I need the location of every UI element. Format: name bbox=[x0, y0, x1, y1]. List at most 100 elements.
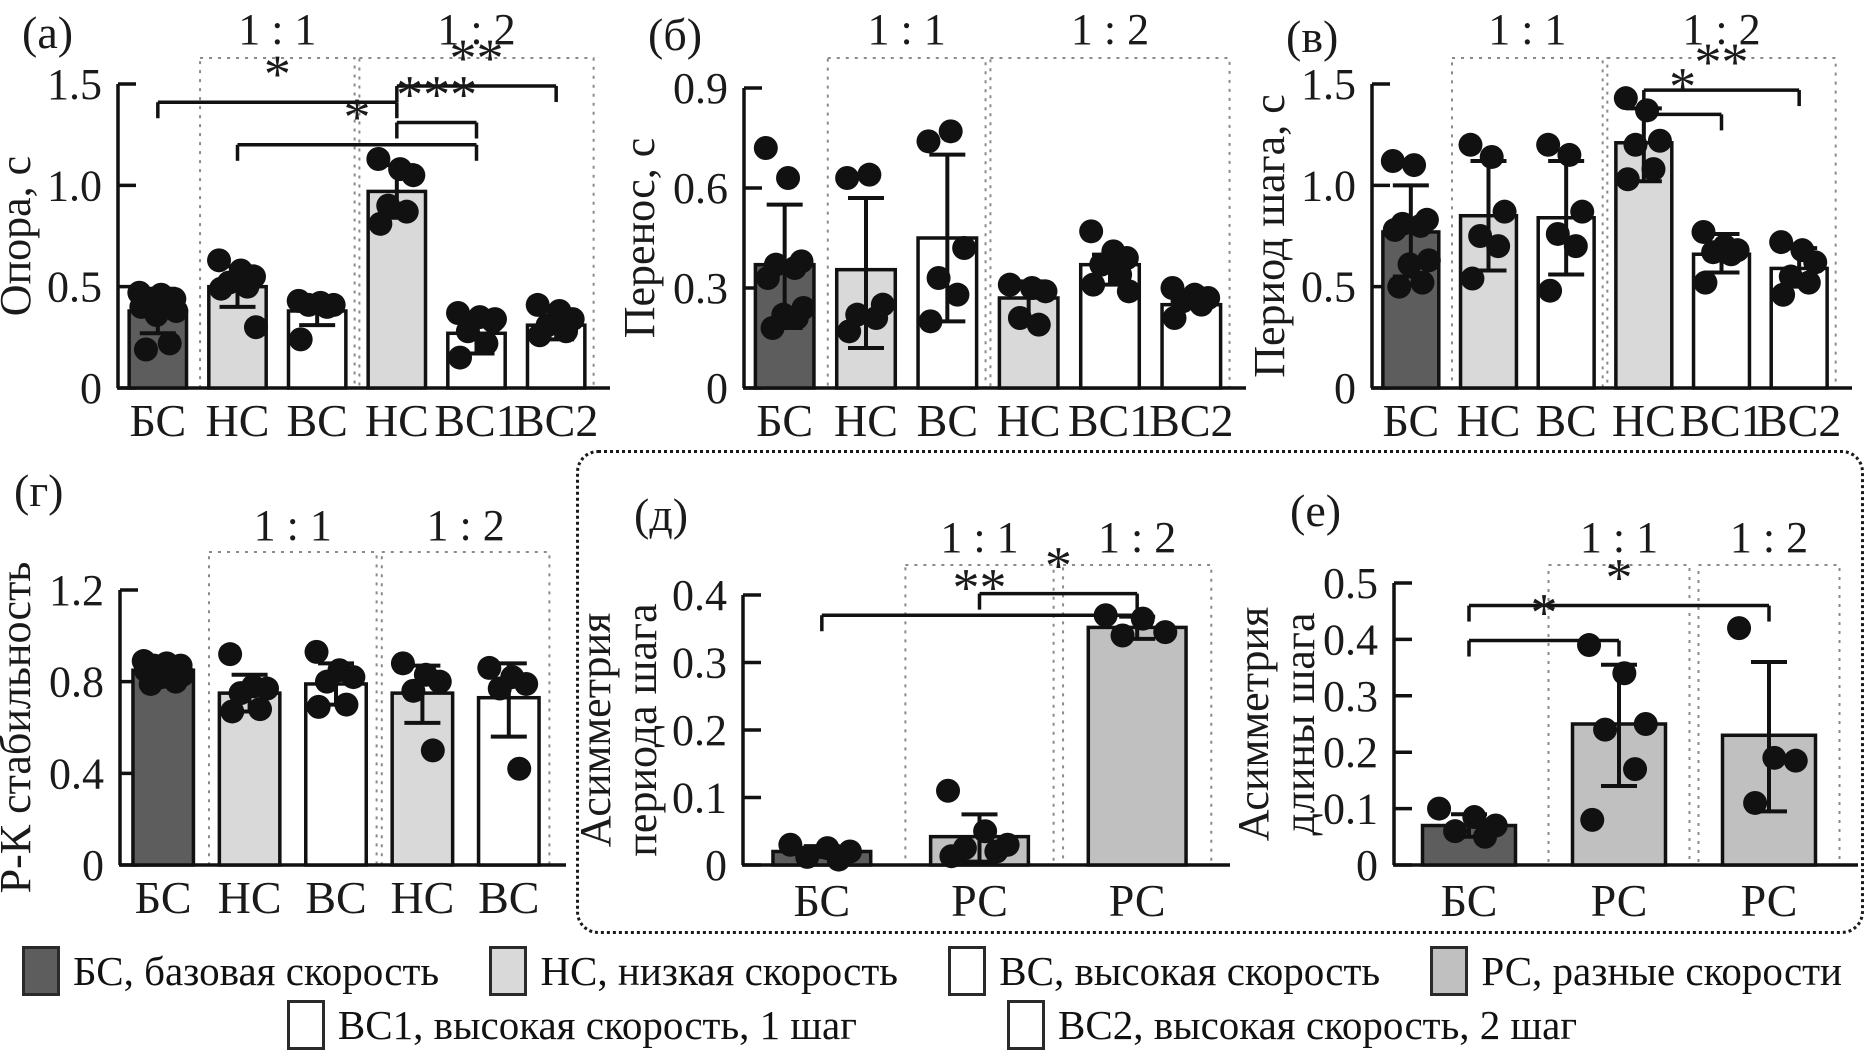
data-point bbox=[776, 166, 801, 190]
panel-e-chart: 1 : 1 1 : 2 0 0.1 0.2 0.3 0.4 0.5 БС РС РС * * Асимме… bbox=[1229, 513, 1858, 926]
legend: БС, базовая скорость НС, низкая скорость В… bbox=[0, 946, 1864, 1050]
panel-d-group-label-1: 1 : 2 bbox=[1098, 513, 1176, 562]
data-point bbox=[368, 211, 393, 236]
data-point bbox=[207, 248, 232, 273]
data-point bbox=[314, 669, 339, 694]
panel-v-xlabel-1: НС bbox=[1457, 395, 1521, 446]
panel-v-group-label-0: 1 : 1 bbox=[1488, 5, 1566, 54]
panel-e-group-box-1 bbox=[1697, 564, 1841, 866]
panel-g-ylabel-line-0: Р-К стабильность bbox=[0, 562, 40, 894]
data-point bbox=[1580, 807, 1605, 832]
panel-d-ylabel-line-1: периода шага bbox=[617, 603, 666, 856]
data-point bbox=[1089, 252, 1114, 277]
panel-g-xlabel-2: ВС bbox=[305, 872, 366, 923]
data-point bbox=[926, 266, 951, 290]
data-point bbox=[163, 669, 188, 694]
legend-label-rs: РС, разные скорости bbox=[1481, 948, 1842, 994]
data-point bbox=[474, 331, 499, 356]
panel-a-sig-label-2: *** bbox=[396, 65, 477, 125]
data-point bbox=[1387, 274, 1412, 299]
data-point bbox=[1577, 633, 1602, 658]
panel-a-group-box-1 bbox=[358, 57, 595, 389]
y-tick-label: 1.5 bbox=[1301, 60, 1356, 109]
panel-v-ylabel-line-0: Период шага, с bbox=[1245, 94, 1294, 378]
data-point bbox=[795, 844, 820, 869]
data-point bbox=[1130, 606, 1155, 631]
y-tick-label: 0 bbox=[1334, 364, 1356, 413]
data-point bbox=[1007, 306, 1032, 330]
data-point bbox=[164, 298, 189, 323]
y-tick-label: 0.3 bbox=[672, 639, 727, 688]
panel-e-letter: (е) bbox=[1290, 485, 1342, 536]
panel-a-xlabel-4: ВС1 bbox=[434, 395, 518, 446]
data-point bbox=[514, 671, 539, 696]
data-point bbox=[1110, 623, 1135, 648]
data-point bbox=[243, 315, 268, 340]
data-point bbox=[1033, 279, 1058, 304]
data-point bbox=[1408, 213, 1433, 238]
panel-v-xlabel-0: БС bbox=[1382, 395, 1439, 446]
panel-a-sig-label-0: * bbox=[264, 44, 291, 104]
y-tick-label: 0.6 bbox=[673, 164, 728, 213]
data-point bbox=[1479, 144, 1504, 169]
y-tick-label: 0.2 bbox=[1323, 728, 1378, 777]
panel-e-xlabel-2: РС bbox=[1741, 875, 1798, 926]
data-point bbox=[527, 323, 552, 348]
data-point bbox=[1641, 157, 1666, 182]
data-point bbox=[1796, 270, 1821, 295]
legend-item-vs: ВС, высокая скорость bbox=[948, 946, 1380, 996]
legend-label-vs1: ВС1, высокая скорость, 1 шаг bbox=[337, 1002, 857, 1048]
data-point bbox=[554, 319, 579, 344]
panel-b-xlabel-1: НС bbox=[834, 395, 898, 446]
data-point bbox=[1613, 86, 1638, 111]
data-point bbox=[1116, 279, 1141, 304]
data-point bbox=[304, 639, 329, 664]
data-point bbox=[341, 665, 366, 690]
panel-b-xlabel-2: ВС bbox=[917, 395, 978, 446]
panel-v-xlabel-5: ВС2 bbox=[1757, 395, 1841, 446]
data-point bbox=[228, 681, 253, 706]
data-point bbox=[826, 847, 851, 872]
data-point bbox=[306, 694, 331, 719]
panel-v-xlabel-2: ВС bbox=[1535, 395, 1596, 446]
data-point bbox=[1473, 824, 1498, 849]
y-tick-label: 0.4 bbox=[1323, 615, 1378, 664]
data-point bbox=[1593, 717, 1618, 742]
panel-v-group-label-1: 1 : 2 bbox=[1682, 5, 1760, 54]
y-tick-label: 0 bbox=[80, 364, 102, 413]
data-point bbox=[455, 319, 480, 344]
data-point bbox=[334, 692, 359, 717]
y-tick-label: 0.4 bbox=[49, 749, 104, 798]
legend-swatch-ns bbox=[489, 946, 528, 996]
y-tick-label: 0.4 bbox=[672, 571, 727, 620]
panel-b-xlabel-5: ВС2 bbox=[1149, 395, 1233, 446]
data-point bbox=[1623, 132, 1648, 157]
data-point bbox=[936, 778, 961, 803]
data-point bbox=[760, 316, 785, 340]
data-point bbox=[420, 738, 445, 763]
panel-a-xlabel-1: НС bbox=[206, 395, 270, 446]
data-point bbox=[218, 642, 243, 667]
data-point bbox=[133, 337, 158, 362]
data-point bbox=[1633, 712, 1658, 736]
panel-b-group-box-1 bbox=[989, 57, 1231, 389]
data-point bbox=[1458, 132, 1483, 157]
panel-a-letter: (а) bbox=[22, 7, 74, 58]
y-tick-label: 1.5 bbox=[47, 60, 102, 109]
panel-e-group-box-0 bbox=[1547, 564, 1691, 866]
data-point bbox=[296, 292, 321, 317]
panel-v-group-box-0 bbox=[1450, 57, 1604, 389]
panel-g-group-label-1: 1 : 2 bbox=[426, 501, 504, 550]
panel-a-group-label-0: 1 : 1 bbox=[238, 5, 316, 54]
y-tick-label: 0 bbox=[706, 364, 728, 413]
data-point bbox=[1691, 219, 1716, 244]
data-point bbox=[1803, 250, 1828, 275]
data-point bbox=[1189, 292, 1214, 317]
data-point bbox=[1783, 748, 1808, 773]
data-point bbox=[1536, 132, 1561, 157]
data-point bbox=[1402, 153, 1427, 178]
